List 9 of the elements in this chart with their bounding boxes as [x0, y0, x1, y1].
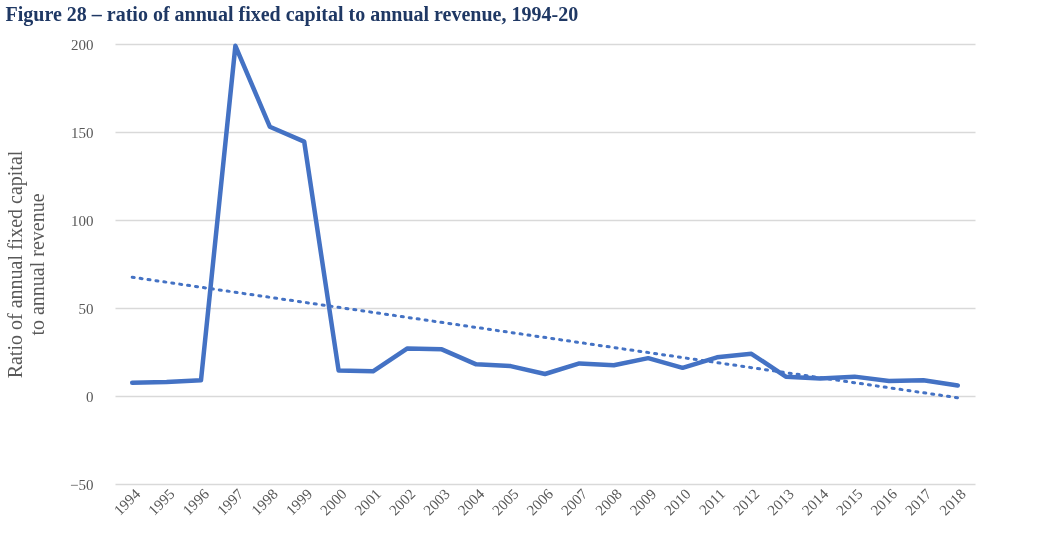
y-tick-label: 50 [78, 300, 94, 317]
y-tick-label: 0 [86, 388, 94, 405]
y-tick-label: 100 [71, 212, 94, 229]
x-tick-label: 2011 [695, 485, 729, 518]
y-axis-title: Ratio of annual fixed capital to annual revenue [4, 150, 49, 379]
y-tick-label: 200 [71, 36, 94, 53]
chart-title: Figure 28 – ratio of annual fixed capital to annual revenue, 1994-20 [5, 3, 579, 26]
y-tick-label: 150 [71, 124, 94, 141]
y-tick-label: −50 [70, 476, 94, 493]
